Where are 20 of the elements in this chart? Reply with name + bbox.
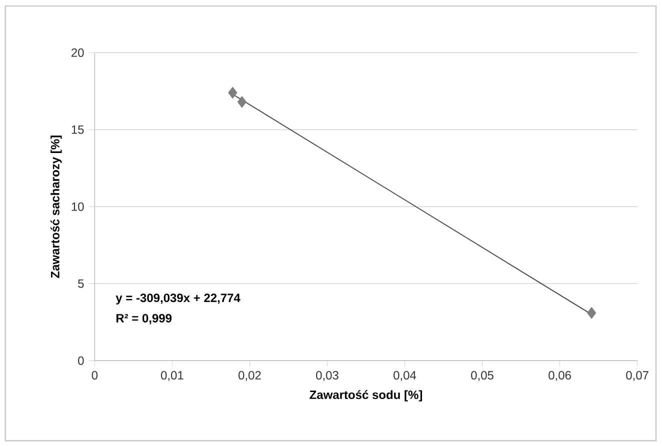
y-tick-label: 0 [78,356,84,365]
x-tick-label: 0,03 [316,371,338,381]
x-axis-title: Zawartość sodu [%] [310,390,422,402]
annotation: R² = 0,999 [116,314,172,324]
y-tick-label: 15 [72,125,84,134]
x-tick-label: 0,01 [160,371,184,381]
point [237,96,246,108]
y-tick-label: 10 [72,202,84,211]
x-tick-label: 0,04 [394,371,416,381]
y-tick-label: 5 [78,279,84,288]
annotation: y = -309,039x + 22,774 [116,294,240,304]
y-tick-label: 20 [72,48,84,57]
point [228,86,238,99]
point [587,307,596,319]
x-tick-label: 0,06 [548,371,571,381]
x-tick-label: 0,05 [471,371,494,381]
x-tick-label: 0,07 [626,371,648,381]
x-tick-label: 0,02 [238,371,261,381]
x-tick-label: 0 [92,371,98,380]
y-axis-title: Zawartość sacharozy [%] [50,136,62,278]
